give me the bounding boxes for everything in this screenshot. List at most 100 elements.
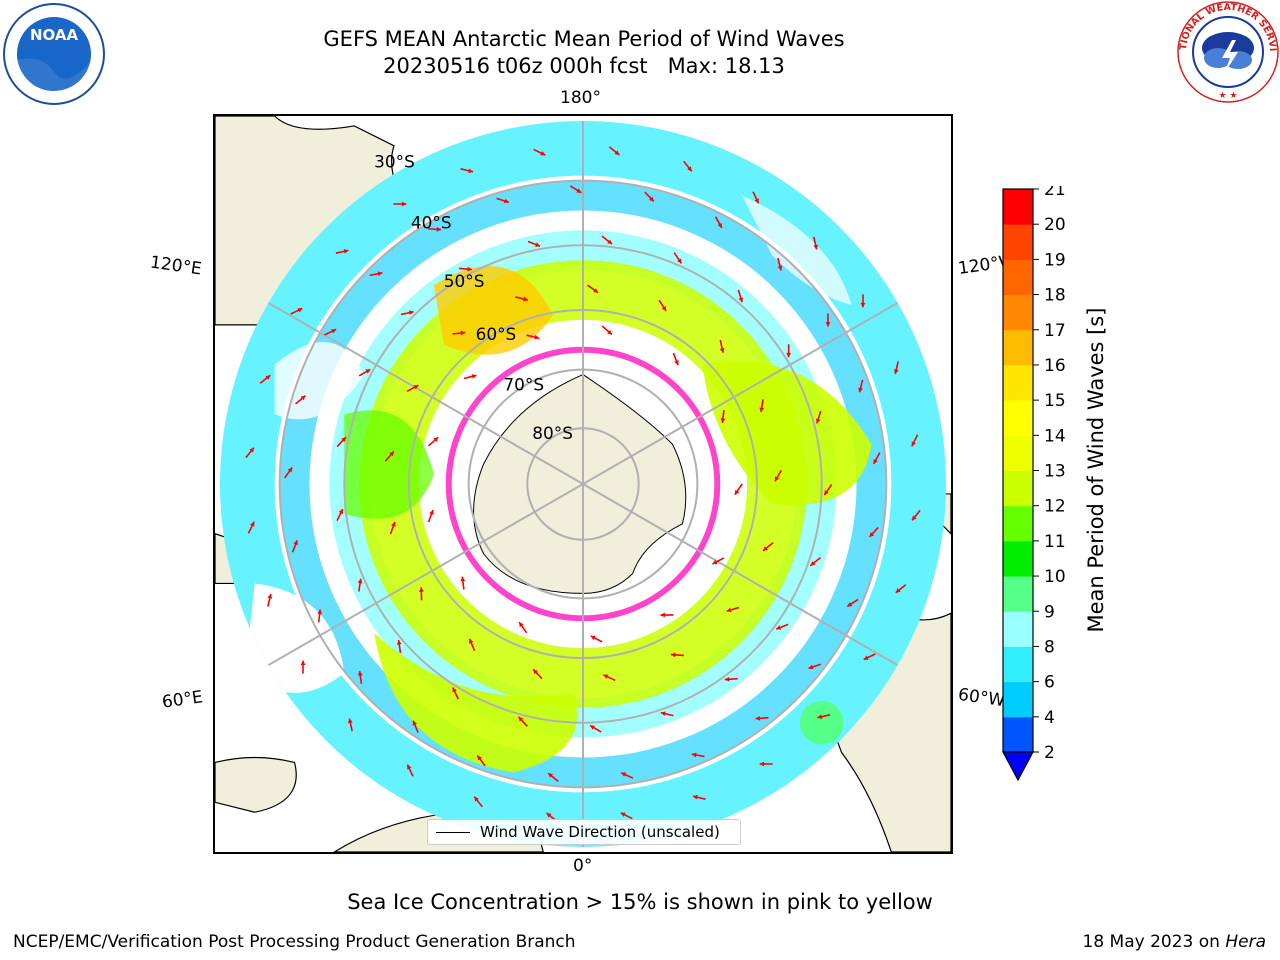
colorbar-tick-label: 15 — [1044, 391, 1066, 411]
wave-arrow-head — [873, 459, 878, 465]
wave-arrow-head — [719, 347, 725, 353]
wave-arrow-head — [477, 755, 482, 761]
wave-arrow-head — [540, 151, 546, 156]
footer-date: 18 May 2023 on Hera — [1083, 932, 1267, 952]
colorbar-swatch — [1003, 294, 1033, 331]
colorbar: 2 4 6 8 9 10 11 12 13 14 15 16 17 18 19 20 21 — [1001, 186, 1066, 782]
wave-arrow-head — [755, 715, 761, 721]
wave-arrow-head — [726, 607, 732, 613]
wave-arrow-head — [858, 387, 863, 393]
colorbar-swatch — [1003, 329, 1033, 366]
wave-arrow-head — [389, 451, 394, 457]
wave-arrow-head — [649, 196, 654, 202]
colorbar-swatch — [1003, 224, 1033, 260]
wave-arrow-head — [590, 725, 595, 730]
wave-arrow-head — [377, 271, 383, 277]
wave-arrow-head — [534, 334, 540, 340]
legend-label: Wind Wave Direction (unscaled) — [480, 823, 720, 841]
wave-arrow-head — [433, 437, 439, 442]
nws-logo: NATIONAL WEATHER SERVICE ★ ★ — [1176, 0, 1279, 103]
wave-arrow-head — [717, 222, 722, 228]
wave-arrow-head — [408, 310, 414, 316]
colorbar-swatch — [1003, 189, 1033, 225]
wave-arrow-head — [331, 329, 337, 334]
wave-arrow-head — [341, 437, 347, 442]
wave-arrow-head — [249, 447, 254, 453]
lat-label-30s: 30°S — [374, 152, 415, 172]
wave-arrow-head — [824, 490, 829, 496]
colorbar-swatch — [1003, 716, 1033, 753]
wave-arrow-head — [468, 638, 474, 644]
wave-arrow-head — [660, 711, 666, 716]
wave-arrow-head — [738, 297, 744, 303]
wave-arrow-head — [576, 188, 582, 193]
map-legend: Wind Wave Direction (unscaled) — [427, 819, 741, 845]
wave-arrow-head — [429, 509, 434, 515]
wave-arrow-head — [621, 772, 627, 777]
lat-label-70s: 70°S — [503, 375, 544, 395]
wave-arrow-head — [401, 201, 407, 207]
wave-arrow-head — [687, 166, 692, 172]
wave-arrow-head — [267, 593, 273, 599]
colorbar-swatch — [1003, 470, 1033, 507]
wave-arrow-head — [912, 515, 917, 521]
wave-arrow-head — [674, 360, 679, 366]
wave-arrow-head — [418, 587, 424, 592]
wave-arrow-head — [825, 322, 831, 327]
wave-arrow-head — [460, 576, 466, 582]
wave-arrow-head — [869, 532, 875, 537]
wave-arrow-head — [692, 794, 698, 800]
wave-arrow-head — [762, 546, 768, 551]
wave-arrow-head — [523, 296, 528, 302]
wave-arrow-head — [860, 302, 866, 308]
colorbar-ticks: 2 4 6 8 9 10 11 12 13 14 15 16 17 18 19 20 21 — [1033, 186, 1066, 763]
lon-label-top: 180° — [560, 88, 601, 108]
colorbar-swatch — [1003, 435, 1033, 471]
wave-arrow-head — [677, 258, 682, 264]
wave-arrow-head — [460, 330, 466, 336]
wave-arrow-head — [548, 773, 554, 778]
wave-arrow-head — [452, 687, 457, 693]
colorbar-tick-label: 12 — [1044, 497, 1066, 517]
colorbar-tick-label: 4 — [1044, 708, 1055, 728]
wave-arrow-head — [754, 198, 759, 204]
wave-arrow-head — [357, 578, 363, 584]
colorbar-swatches — [1003, 189, 1033, 753]
lat-label-60s: 60°S — [476, 324, 517, 344]
colorbar-tick-label: 8 — [1044, 637, 1055, 657]
wave-arrow-head — [895, 588, 901, 593]
wave-arrow-head — [471, 374, 477, 379]
wave-arrow-head — [287, 467, 293, 473]
wave-arrow-head — [265, 375, 271, 380]
colorbar-swatch — [1003, 505, 1033, 542]
noaa-logo-text: NOAA — [30, 26, 79, 44]
wave-arrow-head — [412, 720, 418, 726]
wave-arrow-head — [815, 418, 821, 424]
wave-arrow-head — [474, 796, 479, 802]
wave-arrow-head — [300, 395, 306, 401]
colorbar-tick-label: 19 — [1044, 250, 1066, 270]
noaa-logo: NOAA — [3, 3, 105, 105]
wave-arrow-head — [661, 306, 667, 312]
wave-arrow-head — [893, 369, 899, 375]
wave-arrow-head — [620, 812, 626, 817]
lon-label-bottom: 0° — [573, 856, 593, 876]
wave-arrow-head — [817, 714, 823, 719]
colorbar-swatch — [1003, 259, 1033, 296]
wave-arrow-head — [593, 288, 599, 293]
polar-map: 30°S 40°S 50°S 60°S 70°S 80°S Wind Wave … — [213, 114, 953, 854]
wave-arrow-head — [691, 752, 697, 758]
wave-arrow-head — [863, 655, 869, 660]
colorbar-label: Mean Period of Wind Waves [s] — [1084, 307, 1108, 633]
wave-arrow-head — [348, 718, 353, 724]
colorbar-tick-label: 9 — [1044, 602, 1055, 622]
wave-arrow-head — [720, 418, 726, 423]
colorbar-tick-label: 16 — [1044, 356, 1066, 376]
colorbar-tick-label: 18 — [1044, 286, 1066, 306]
sea-ice-caption: Sea Ice Concentration > 15% is shown in … — [347, 890, 933, 914]
wave-field — [219, 120, 947, 848]
colorbar-swatch — [1003, 681, 1033, 718]
wave-arrow-head — [813, 244, 818, 250]
wave-arrow-head — [759, 407, 765, 413]
wave-arrow-head — [808, 664, 814, 670]
